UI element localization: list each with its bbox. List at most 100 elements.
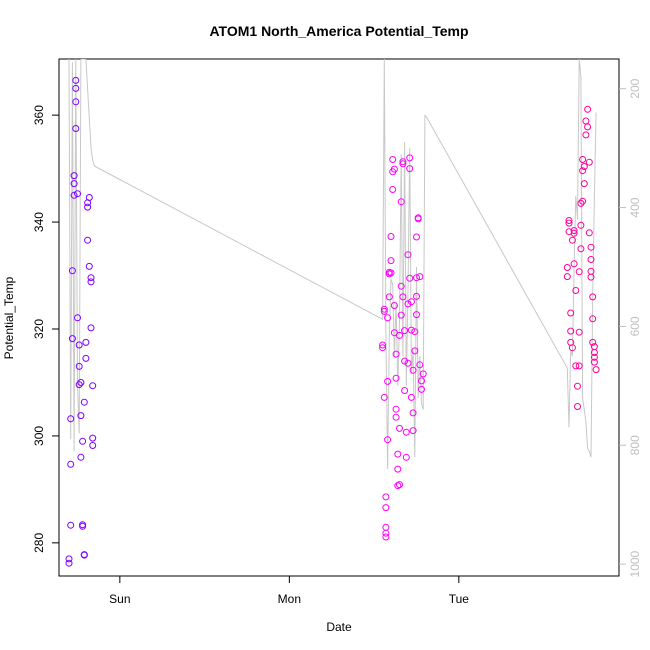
data-point (87, 274, 95, 282)
data-point (589, 293, 597, 301)
data-point (580, 163, 588, 170)
data-point (407, 298, 415, 306)
data-point (84, 236, 92, 244)
data-point (587, 243, 595, 251)
data-point (406, 165, 414, 173)
data-point (396, 481, 403, 489)
data-point (570, 229, 578, 237)
data-point (568, 236, 576, 244)
data-point (575, 328, 583, 336)
data-point (79, 437, 87, 445)
data-point (404, 359, 412, 367)
data-point (384, 436, 392, 444)
data-point (570, 227, 578, 235)
data-point (396, 424, 403, 432)
data-point (406, 274, 414, 282)
y-tick-label: 300 (32, 426, 46, 446)
data-point (75, 381, 83, 389)
y2-tick-label: 800 (628, 435, 642, 455)
data-point (574, 403, 581, 410)
y2-tick-label: 200 (628, 78, 642, 98)
data-point (587, 256, 595, 263)
data-point (385, 293, 393, 301)
data-point (579, 197, 587, 205)
data-point (404, 251, 412, 259)
data-point (572, 362, 580, 370)
data-point (592, 366, 600, 374)
y-tick-label: 360 (32, 105, 46, 125)
x-tick-label: Sun (109, 592, 130, 606)
y-tick-label: 340 (32, 212, 46, 232)
data-point (382, 529, 390, 537)
data-point (399, 158, 407, 166)
data-point (89, 442, 97, 449)
data-point (379, 341, 387, 349)
data-point (382, 504, 390, 512)
data-point (575, 362, 583, 370)
data-point (394, 465, 402, 473)
data-point (590, 353, 598, 361)
data-point (409, 366, 417, 374)
data-point (590, 358, 598, 366)
data-point (392, 413, 400, 421)
data-point (397, 282, 405, 290)
data-point (389, 186, 397, 193)
data-point (82, 354, 90, 362)
y2-tick-label: 400 (628, 197, 642, 217)
data-point (72, 84, 80, 92)
data-point (380, 307, 388, 315)
data-point (89, 434, 97, 442)
data-point (587, 273, 595, 281)
data-point (85, 262, 93, 270)
data-point (384, 377, 392, 385)
data-point (563, 273, 571, 281)
y-tick-label: 320 (32, 319, 46, 339)
data-point (80, 398, 88, 406)
data-point (382, 523, 390, 531)
data-point (589, 315, 597, 323)
data-point (402, 453, 410, 461)
chart-title: ATOM1 North_America Potential_Temp (209, 23, 468, 39)
axes: 280 300 320 340 360 200 400 600 800 1000 Sun Mon Tue (32, 78, 642, 606)
data-point (397, 198, 405, 206)
data-point (80, 551, 88, 559)
data-point (401, 327, 409, 335)
data-point (67, 460, 75, 468)
data-point (77, 412, 85, 420)
data-point (384, 314, 392, 322)
data-point (409, 409, 417, 417)
data-point (399, 293, 407, 301)
data-point (394, 450, 402, 458)
data-point (399, 160, 407, 168)
data-point (84, 203, 92, 211)
data-point (401, 357, 409, 365)
y-axis-label: Potential_Temp (2, 276, 16, 359)
data-point (382, 533, 390, 541)
data-point (413, 311, 420, 319)
data-point (390, 302, 398, 309)
y2-tick-label: 1000 (628, 550, 642, 577)
data-point (65, 555, 73, 563)
data-point (70, 172, 78, 180)
y2-tick-label: 600 (628, 316, 642, 336)
data-point (409, 427, 417, 435)
data-point (72, 98, 80, 106)
data-point (89, 382, 97, 390)
data-point (585, 158, 593, 166)
data-point (392, 405, 400, 413)
x-tick-label: Mon (278, 592, 301, 606)
data-point (82, 338, 90, 346)
data-point (413, 274, 420, 282)
data-point (70, 191, 78, 199)
data-point (72, 125, 80, 132)
data-point (75, 341, 83, 349)
data-point (565, 219, 573, 227)
data-point (575, 268, 583, 276)
data-point (589, 338, 597, 346)
data-point (413, 233, 420, 241)
data-point (577, 221, 585, 229)
data-point (406, 154, 414, 162)
data-point (419, 370, 427, 378)
data-point (411, 347, 419, 355)
data-point (72, 76, 80, 84)
